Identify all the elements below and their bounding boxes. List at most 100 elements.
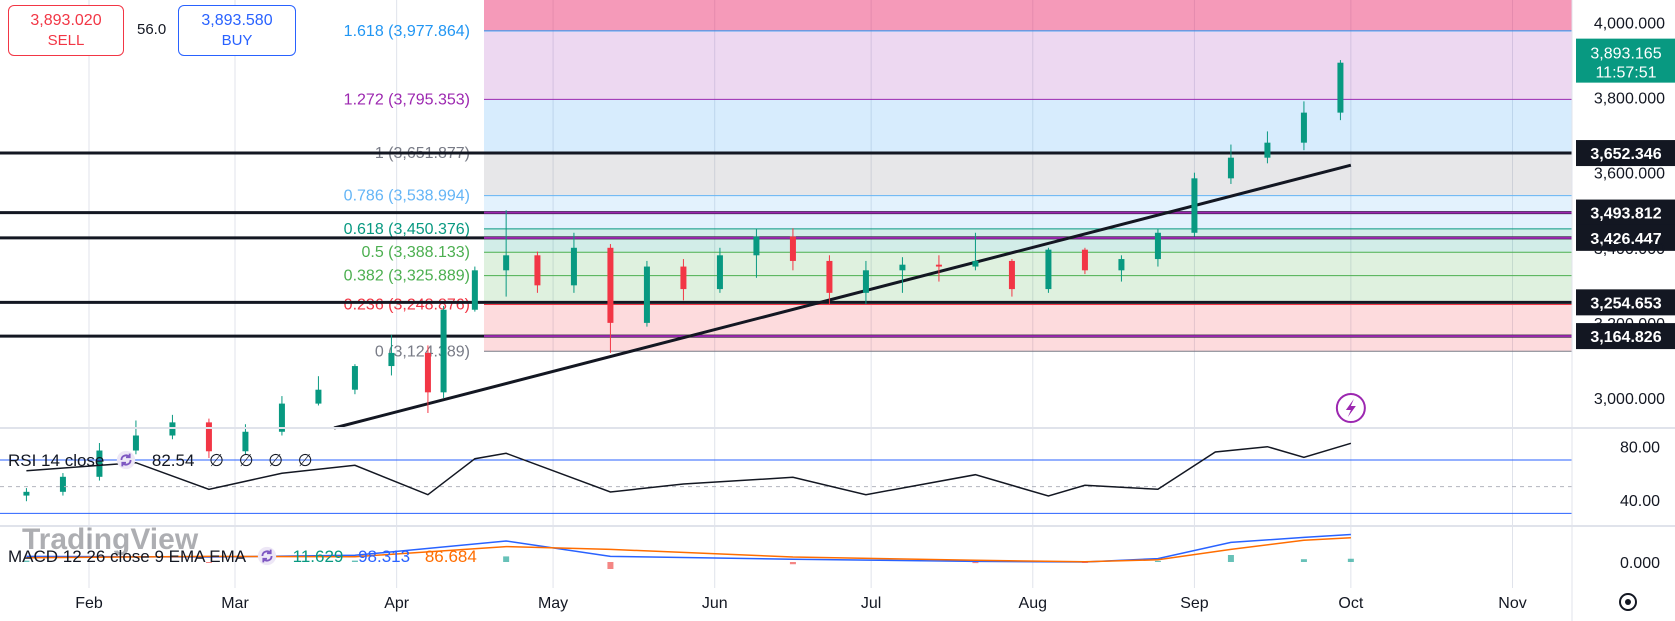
- level-price-tag: [1576, 224, 1675, 251]
- macd-histogram-bar: [1300, 559, 1307, 562]
- rsi-value: 82.54: [151, 451, 195, 470]
- macd-histogram-bar: [607, 562, 614, 569]
- candle-body: [1008, 260, 1015, 290]
- settings-icon[interactable]: [1619, 593, 1637, 611]
- spread-value: 56.0: [137, 21, 167, 38]
- x-tick-label: May: [538, 595, 568, 612]
- candle-body: [1337, 62, 1344, 113]
- candle-body: [23, 491, 30, 496]
- fib-level-label: 1.618 (3,977.864): [344, 23, 470, 40]
- macd-label: MACD 12 26 close 9 EMA EMA: [8, 547, 246, 566]
- trendline[interactable]: [333, 163, 1352, 430]
- y-tick-label: 3,000.000: [1594, 391, 1665, 408]
- x-tick-label: Nov: [1498, 595, 1526, 612]
- rsi-placeholder: ∅: [209, 451, 224, 470]
- candle-body: [789, 236, 796, 261]
- macd-histogram-bar: [1347, 558, 1354, 562]
- x-tick-label: Sep: [1180, 595, 1209, 612]
- fib-level-label: 0.236 (3,248.876): [344, 297, 470, 314]
- level-price-label: 3,164.826: [1590, 329, 1661, 346]
- candle-body: [899, 264, 906, 271]
- last-price-label: 3,893.165: [1590, 46, 1661, 63]
- macd-legend[interactable]: MACD 12 26 close 9 EMA EMA 11.629 98.313…: [8, 540, 477, 567]
- candle-body: [716, 255, 723, 290]
- candle-body: [388, 352, 395, 367]
- candle-body: [351, 366, 358, 390]
- fib-level-label: 0.618 (3,450.376): [344, 221, 470, 238]
- level-price-tag: [1576, 323, 1675, 350]
- rsi-line: [26, 442, 1352, 497]
- rsi-legend[interactable]: RSI 14 close 82.54 ∅ ∅ ∅ ∅: [8, 444, 313, 471]
- fib-level-label: 0.382 (3,325.889): [344, 268, 470, 285]
- candle-body: [534, 255, 541, 286]
- macd-histogram-bar: [972, 562, 979, 564]
- candle-body: [1154, 232, 1161, 260]
- level-price-label: 3,426.447: [1590, 231, 1661, 248]
- fib-level-label: 1.272 (3,795.353): [344, 91, 470, 108]
- x-tick-label: Oct: [1338, 595, 1363, 612]
- fib-zone: [484, 153, 1572, 196]
- macd-value: 11.629: [292, 547, 344, 566]
- rsi-tick-label: 40.00: [1620, 493, 1660, 510]
- y-tick-label: 3,600.000: [1594, 166, 1665, 183]
- candle-body: [1264, 142, 1271, 158]
- x-tick-label: Apr: [384, 595, 410, 612]
- candle-body: [643, 266, 650, 323]
- macd-line-value: 98.313: [358, 547, 411, 566]
- candle-body: [862, 270, 869, 293]
- settings-icon[interactable]: [256, 545, 278, 567]
- signal-line: [26, 536, 1351, 563]
- candle-body: [1191, 178, 1198, 233]
- buy-price: 3,893.580: [201, 12, 273, 29]
- candle-body: [471, 270, 478, 310]
- settings-icon[interactable]: [1625, 599, 1631, 605]
- rsi-placeholder: ∅: [268, 451, 284, 470]
- rsi-label: RSI 14 close: [8, 451, 105, 470]
- level-price-tag: [1576, 140, 1675, 167]
- fib-zone: [484, 30, 1572, 100]
- candle-body: [1045, 249, 1052, 290]
- candle-body: [1118, 259, 1125, 271]
- sell-price: 3,893.020: [30, 12, 102, 29]
- x-tick-label: Feb: [75, 595, 103, 612]
- y-tick-label: 3,800.000: [1594, 91, 1665, 108]
- signal-line-value: 86.684: [424, 547, 477, 566]
- candle-body: [607, 247, 614, 323]
- rsi-tick-label: 80.00: [1620, 440, 1660, 457]
- candle-body: [935, 264, 942, 267]
- level-price-label: 3,493.812: [1590, 206, 1661, 223]
- macd-histogram-bar: [205, 562, 212, 563]
- fib-level-label: 0.786 (3,538.994): [344, 188, 470, 205]
- sell-label: SELL: [47, 32, 85, 49]
- fib-zone: [484, 99, 1572, 154]
- x-tick-label: Jul: [861, 595, 881, 612]
- candle-body: [826, 260, 833, 293]
- candle-body: [1300, 112, 1307, 143]
- y-tick-label: 4,000.000: [1594, 16, 1665, 33]
- buy-button[interactable]: 3,893.580 BUY: [178, 5, 296, 56]
- candle-body: [315, 389, 322, 404]
- candle-body: [424, 352, 431, 393]
- candle-body: [59, 476, 66, 492]
- macd-histogram-bar: [1154, 560, 1161, 562]
- x-tick-label: Mar: [221, 595, 249, 612]
- candle-body: [503, 255, 510, 271]
- sell-button[interactable]: 3,893.020 SELL: [8, 5, 124, 56]
- macd-histogram-bar: [1227, 555, 1234, 562]
- candle-body: [753, 236, 760, 256]
- candle-body: [205, 422, 212, 452]
- settings-icon[interactable]: [115, 449, 137, 471]
- level-price-label: 3,254.653: [1590, 295, 1661, 312]
- candle-body: [278, 403, 285, 432]
- y-tick-label: 3,400.000: [1594, 241, 1665, 258]
- candle-body: [972, 260, 979, 267]
- macd-histogram-bar: [351, 560, 358, 562]
- candle-body: [1081, 249, 1088, 271]
- level-price-tag: [1576, 289, 1675, 316]
- macd-tick-label: 0.000: [1620, 555, 1660, 572]
- fib-zone: [484, 275, 1572, 305]
- candle-body: [440, 309, 447, 393]
- macd-histogram-bar: [1081, 562, 1088, 563]
- y-tick-label: 3,200.000: [1594, 316, 1665, 333]
